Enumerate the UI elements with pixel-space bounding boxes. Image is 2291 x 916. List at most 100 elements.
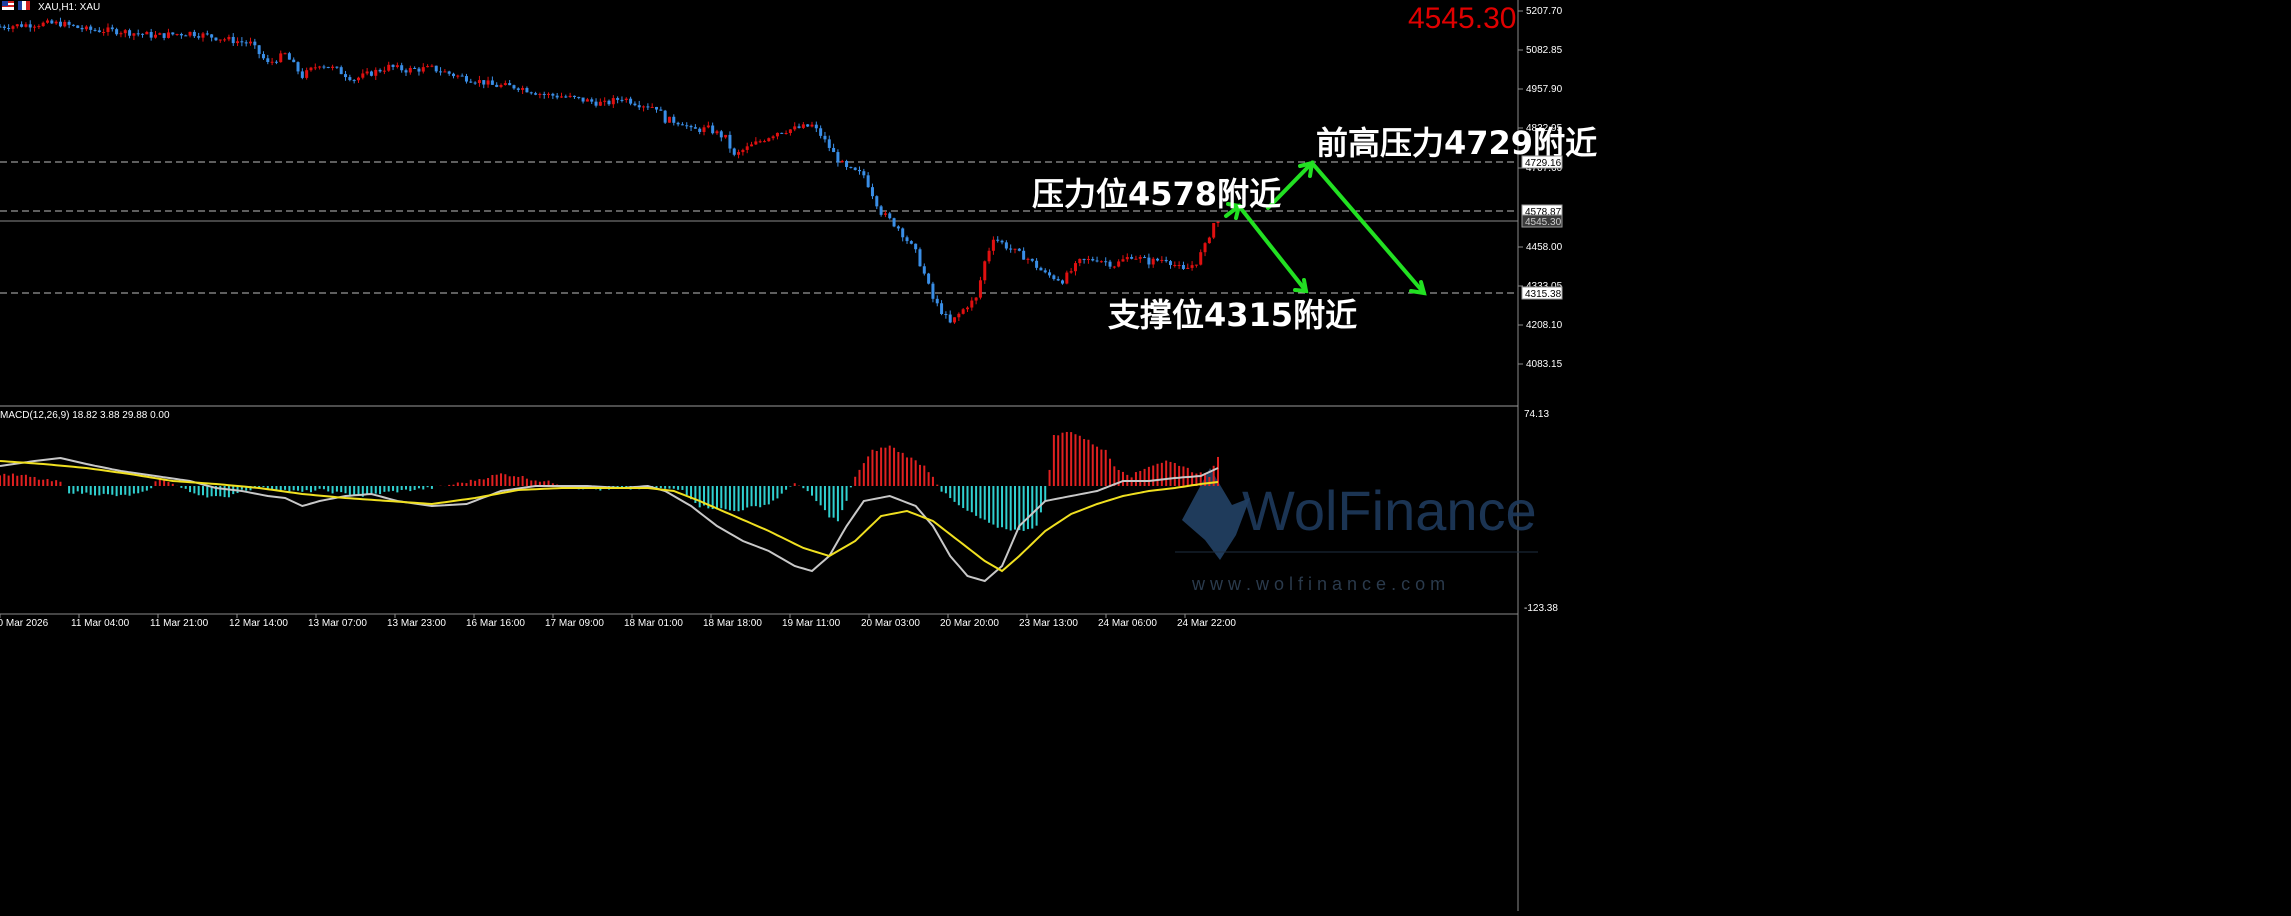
candle [119, 31, 123, 38]
time-tick-label: 16 Mar 16:00 [466, 618, 525, 629]
candle-body [758, 141, 762, 143]
candle-body [594, 101, 598, 106]
candle-body [253, 41, 257, 46]
candle-body [1181, 264, 1185, 269]
candle-body [767, 138, 771, 142]
candle [408, 65, 412, 75]
candle-body [218, 39, 222, 41]
candle [572, 95, 576, 99]
candle [508, 80, 512, 86]
candle-body [1156, 258, 1160, 261]
candle [1112, 265, 1116, 269]
candle-body [210, 34, 214, 38]
candle [1022, 247, 1026, 260]
arrowhead-resistance-touch [1226, 202, 1242, 220]
candle-body [1052, 275, 1056, 280]
candle-body [633, 103, 637, 106]
candle [603, 97, 607, 106]
candle [806, 124, 810, 128]
candle [106, 23, 110, 36]
candle-body [849, 166, 853, 168]
candle-body [223, 39, 227, 41]
candle-body [1125, 257, 1129, 260]
candle-body [344, 74, 348, 78]
candle-body [581, 97, 585, 102]
candle-body [473, 82, 477, 84]
candle-body [1056, 279, 1060, 281]
candle [689, 124, 693, 132]
candle [788, 129, 792, 136]
candle [1095, 256, 1099, 263]
price-tick-label: 5207.70 [1526, 6, 1563, 17]
candle [153, 30, 157, 39]
candle-body [585, 99, 589, 102]
candle [1048, 269, 1052, 278]
candle-body [469, 81, 473, 83]
candle-body [1147, 257, 1151, 265]
candle [249, 37, 253, 46]
candle [814, 121, 818, 133]
candle [1190, 261, 1194, 271]
candle-body [737, 152, 741, 155]
candle-body [1073, 263, 1077, 272]
candle-body [953, 317, 957, 323]
watermark: WolFinance w w w . w o l f i n a n c e .… [1175, 468, 1538, 594]
flag-icon [2, 1, 30, 10]
candle-body [555, 95, 559, 98]
candle [305, 67, 309, 80]
candle [1138, 254, 1142, 263]
wolf-logo-icon [1182, 468, 1250, 560]
candle [240, 37, 244, 47]
candle [469, 78, 473, 83]
candle [1004, 240, 1008, 251]
candle [983, 260, 987, 284]
candle [1125, 253, 1129, 262]
candlestick-series [0, 17, 1220, 324]
candle [158, 32, 162, 35]
candle [771, 135, 775, 141]
candle [227, 34, 231, 42]
candle-body [430, 65, 434, 67]
candle [780, 132, 784, 134]
candle-body [672, 116, 676, 123]
candle-body [745, 146, 749, 150]
candle [395, 62, 399, 69]
candle [192, 29, 196, 38]
candle-body [132, 33, 136, 36]
candle-body [551, 93, 555, 96]
candle-body [538, 93, 542, 95]
candle-body [909, 241, 913, 244]
candle [909, 240, 913, 245]
candle [473, 81, 477, 85]
candle [257, 44, 261, 59]
candle [244, 40, 248, 47]
candle-body [1203, 243, 1207, 253]
candle [715, 129, 719, 135]
candle-body [296, 62, 300, 72]
candle-body [1112, 266, 1116, 268]
candle-body [201, 33, 205, 38]
candle [935, 295, 939, 307]
candle [84, 25, 88, 32]
candle-body [1194, 264, 1198, 266]
candle-body [153, 34, 157, 38]
candle [300, 68, 304, 80]
candle-body [244, 42, 248, 44]
candle-body [1212, 223, 1216, 238]
candle-body [456, 75, 460, 77]
candle-body [391, 64, 395, 67]
candle-body [607, 100, 611, 105]
candle [365, 68, 369, 76]
candle [1065, 270, 1069, 285]
candle [1194, 264, 1198, 268]
candle [991, 236, 995, 255]
candle-body [750, 144, 754, 147]
candle-body [486, 80, 490, 85]
candle [1026, 257, 1030, 264]
candle [141, 33, 145, 38]
candle [46, 18, 50, 24]
candle [555, 92, 559, 100]
candle-body [145, 31, 149, 35]
